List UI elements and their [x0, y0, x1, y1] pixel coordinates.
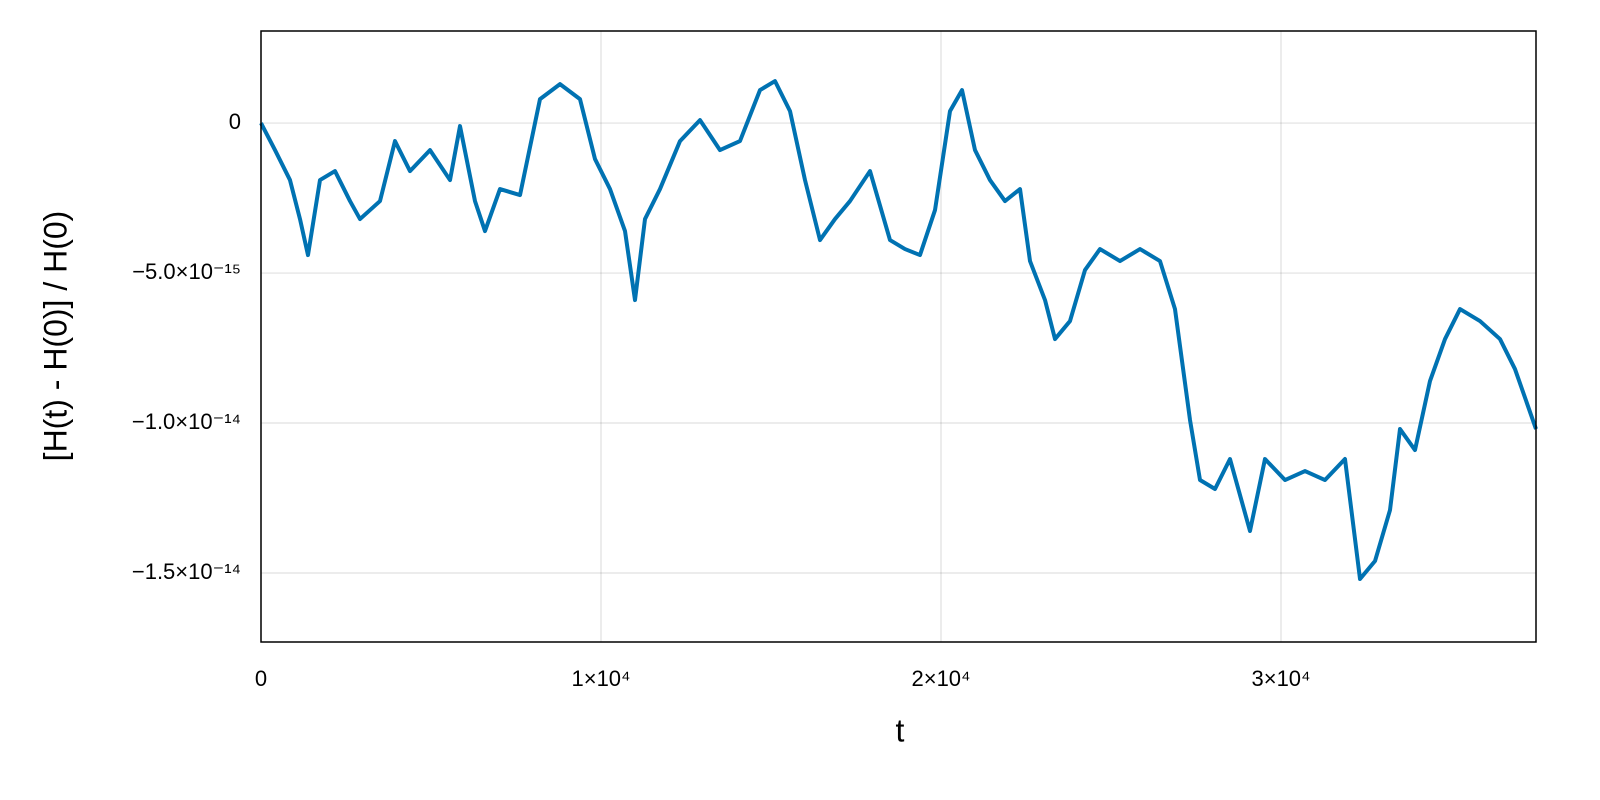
x-tick-label: 2×10⁴ [911, 666, 970, 691]
y-tick-label: −1.5×10⁻¹⁴ [132, 559, 241, 584]
x-tick-label: 1×10⁴ [571, 666, 630, 691]
x-tick-label: 3×10⁴ [1251, 666, 1310, 691]
data-line [259, 79, 1538, 582]
y-axis-label: [H(t) - H(0)] / H(0) [37, 211, 73, 462]
y-tick-label: −5.0×10⁻¹⁵ [132, 259, 241, 284]
x-axis-label: t [896, 712, 905, 748]
y-tick-label: −1.0×10⁻¹⁴ [132, 409, 241, 434]
x-tick-label: 0 [255, 666, 267, 691]
plot-frame [260, 30, 1537, 643]
y-tick-label: 0 [229, 109, 241, 134]
